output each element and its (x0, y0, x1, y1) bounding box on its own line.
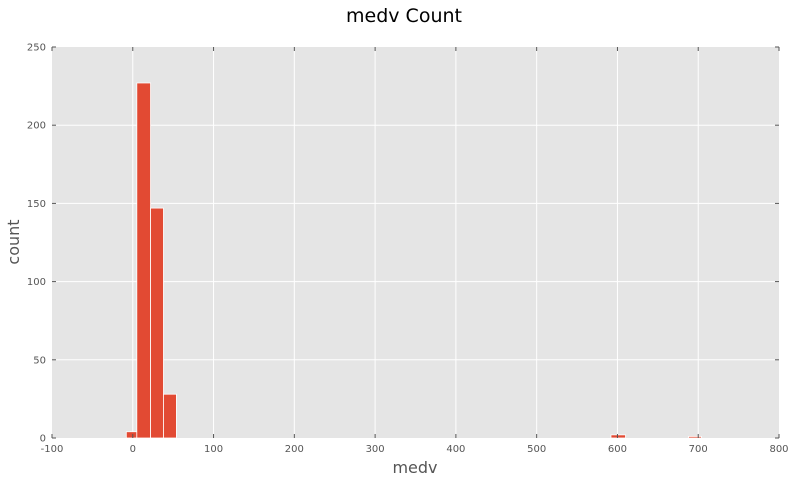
histogram-bar (150, 207, 164, 439)
y-tick-label: 100 (27, 277, 46, 288)
x-tick-label: 400 (446, 444, 465, 455)
axis-ticks: -100 0 100 200 300 400 500 600 700 80005010015020… (27, 43, 789, 456)
bars (125, 82, 702, 439)
x-tick-label: 600 (608, 444, 627, 455)
histogram-bar (610, 434, 626, 439)
histogram-bar (136, 82, 151, 439)
y-axis-label: count (4, 219, 23, 264)
x-tick-label: 500 (527, 444, 546, 455)
histogram-bar (688, 436, 702, 439)
x-tick-label: 0 (130, 444, 136, 455)
y-tick-label: 50 (33, 355, 46, 366)
histogram-bar (125, 431, 138, 439)
y-tick-label: 200 (27, 121, 46, 132)
chart-title: medv Count (346, 5, 462, 27)
x-tick-label: 300 (366, 444, 385, 455)
y-tick-label: 150 (27, 199, 46, 210)
histogram-bar (163, 393, 177, 439)
x-tick-label: 800 (769, 444, 788, 455)
grid-lines (52, 47, 779, 438)
x-tick-label: 200 (285, 444, 304, 455)
x-tick-label: 700 (689, 444, 708, 455)
y-tick-label: 0 (40, 434, 46, 445)
plot-area (52, 47, 779, 438)
y-tick-label: 250 (27, 43, 46, 54)
x-axis-label: medv (392, 458, 437, 477)
x-tick-label: 100 (204, 444, 223, 455)
x-tick-label: -100 (41, 444, 64, 455)
